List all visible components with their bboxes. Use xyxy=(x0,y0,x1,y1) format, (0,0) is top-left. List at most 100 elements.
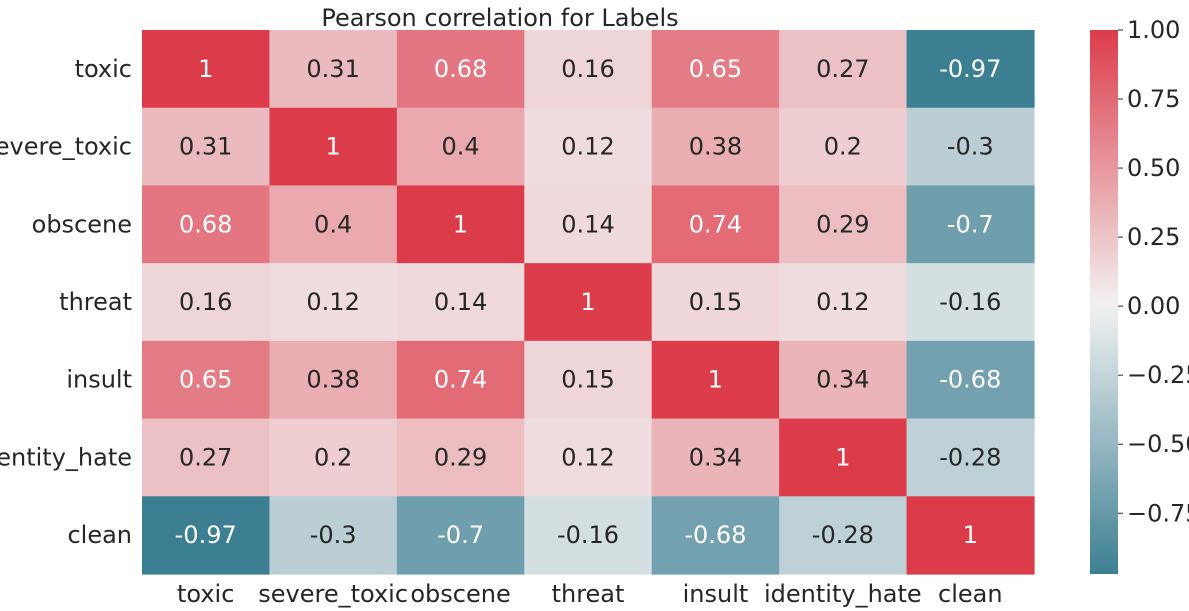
heatmap-cell-value: -0.3 xyxy=(947,133,994,161)
heatmap-cell-value: 1 xyxy=(198,55,213,83)
x-tick-label: toxic xyxy=(177,580,234,608)
heatmap-cell xyxy=(906,185,1035,264)
heatmap-cell-value: 0.4 xyxy=(441,133,479,161)
heatmap-cell-value: -0.28 xyxy=(939,443,1001,471)
heatmap-cell xyxy=(779,30,908,109)
heatmap-cell-value: 0.65 xyxy=(689,55,742,83)
heatmap-cell xyxy=(779,107,908,187)
x-tick-label: insult xyxy=(683,580,749,608)
heatmap-cell xyxy=(906,418,1035,497)
heatmap-cell-value: -0.7 xyxy=(437,521,484,549)
heatmap-cell-value: 0.12 xyxy=(816,288,869,316)
heatmap-cell-value: -0.16 xyxy=(939,288,1001,316)
heatmap-cell-value: 0.2 xyxy=(314,443,352,471)
heatmap-cell xyxy=(396,418,525,497)
colorbar-tick-label: 0.50 xyxy=(1127,154,1180,182)
heatmap-cell xyxy=(651,496,780,575)
heatmap-cell xyxy=(142,340,271,420)
heatmap-cell-value: 1 xyxy=(963,521,978,549)
heatmap-cell xyxy=(269,340,398,420)
heatmap-cell-value: 0.16 xyxy=(561,55,614,83)
heatmap-cell-value: 0.15 xyxy=(561,366,614,394)
chart-title: Pearson correlation for Labels xyxy=(321,4,678,32)
heatmap-cell-value: 0.12 xyxy=(561,443,614,471)
heatmap-cell-value: 0.74 xyxy=(434,366,487,394)
colorbar-tick-label: −0.75 xyxy=(1127,499,1189,527)
heatmap-cell-value: 0.38 xyxy=(306,366,359,394)
heatmap-cell xyxy=(142,263,271,342)
colorbar-tick-label: 1.00 xyxy=(1127,16,1180,44)
x-tick-label: clean xyxy=(938,580,1003,608)
heatmap-cell-value: 0.16 xyxy=(179,288,232,316)
heatmap-cell-value: -0.7 xyxy=(947,210,994,238)
heatmap-cell xyxy=(142,30,271,109)
heatmap-cell-value: 0.15 xyxy=(689,288,742,316)
heatmap-cell-value: 0.27 xyxy=(179,443,232,471)
heatmap-cell xyxy=(906,340,1035,420)
heatmap-cell-value: 0.2 xyxy=(824,133,862,161)
heatmap-cell-value: -0.16 xyxy=(557,521,619,549)
heatmap-cell xyxy=(269,263,398,342)
colorbar-tick-label: 0.00 xyxy=(1127,292,1180,320)
heatmap-cell xyxy=(142,418,271,497)
heatmap-cell-value: 0.31 xyxy=(306,55,359,83)
x-tick-label: threat xyxy=(552,580,625,608)
x-tick-label: obscene xyxy=(410,580,510,608)
heatmap-cell xyxy=(396,340,525,420)
heatmap-cell xyxy=(779,340,908,420)
heatmap-cell xyxy=(906,263,1035,342)
heatmap-cell xyxy=(396,185,525,264)
y-tick-label: severe_toxic xyxy=(0,133,132,161)
heatmap-cell xyxy=(524,107,653,187)
heatmap-cell-value: -0.68 xyxy=(684,521,746,549)
y-tick-label: toxic xyxy=(75,55,132,83)
heatmap-cell xyxy=(269,185,398,264)
heatmap-cell xyxy=(396,107,525,187)
heatmap-cell xyxy=(651,107,780,187)
heatmap-cell-value: 1 xyxy=(580,288,595,316)
heatmap-cell-value: 0.38 xyxy=(689,133,742,161)
y-tick-label: threat xyxy=(59,288,132,316)
heatmap-cells xyxy=(142,30,1035,575)
heatmap-cell xyxy=(524,185,653,264)
heatmap-cell-value: 0.29 xyxy=(434,443,487,471)
heatmap-cell xyxy=(651,418,780,497)
heatmap-cell-value: 0.12 xyxy=(561,133,614,161)
heatmap-cell xyxy=(524,340,653,420)
heatmap-cell-value: 1 xyxy=(453,210,468,238)
heatmap-cell-value: 0.31 xyxy=(179,133,232,161)
x-axis-tick-labels: toxic severe_toxic obscene threat insult iden… xyxy=(177,580,1003,608)
heatmap-cell-value: 0.12 xyxy=(306,288,359,316)
heatmap-cell-value: -0.97 xyxy=(175,521,237,549)
heatmap-cell xyxy=(396,30,525,109)
heatmap-cell xyxy=(269,107,398,187)
heatmap-cell xyxy=(269,30,398,109)
heatmap-cell xyxy=(142,496,271,575)
heatmap-cell-value: 0.74 xyxy=(689,210,742,238)
heatmap-cell-value: 1 xyxy=(708,366,723,394)
heatmap-cell-value: 0.27 xyxy=(816,55,869,83)
heatmap-cell-value: 1 xyxy=(325,133,340,161)
heatmap-cell-value: 0.14 xyxy=(561,210,614,238)
heatmap-cell-value: 0.4 xyxy=(314,210,352,238)
heatmap-cell xyxy=(396,496,525,575)
heatmap-cell-value: 0.29 xyxy=(816,210,869,238)
heatmap-cell-labels: 1 0.31 0.68 0.16 0.65 0.27 -0.97 0.31 1 0.4 0.12 0.… xyxy=(175,55,1002,549)
heatmap-cell xyxy=(906,30,1035,109)
heatmap-cell xyxy=(651,30,780,109)
y-tick-label: identity_hate xyxy=(0,443,132,471)
heatmap-cell xyxy=(396,263,525,342)
heatmap-cell xyxy=(524,418,653,497)
heatmap-cell-value: 0.65 xyxy=(179,366,232,394)
heatmap-cell-value: -0.3 xyxy=(310,521,357,549)
y-tick-label: clean xyxy=(67,521,132,549)
heatmap-cell xyxy=(779,418,908,497)
heatmap-cell xyxy=(524,496,653,575)
heatmap-cell-value: -0.28 xyxy=(812,521,874,549)
heatmap-cell xyxy=(269,496,398,575)
heatmap-cell-value: 0.68 xyxy=(434,55,487,83)
heatmap-cell-value: 0.34 xyxy=(816,366,869,394)
heatmap-cell xyxy=(651,263,780,342)
x-tick-label: identity_hate xyxy=(764,580,922,608)
